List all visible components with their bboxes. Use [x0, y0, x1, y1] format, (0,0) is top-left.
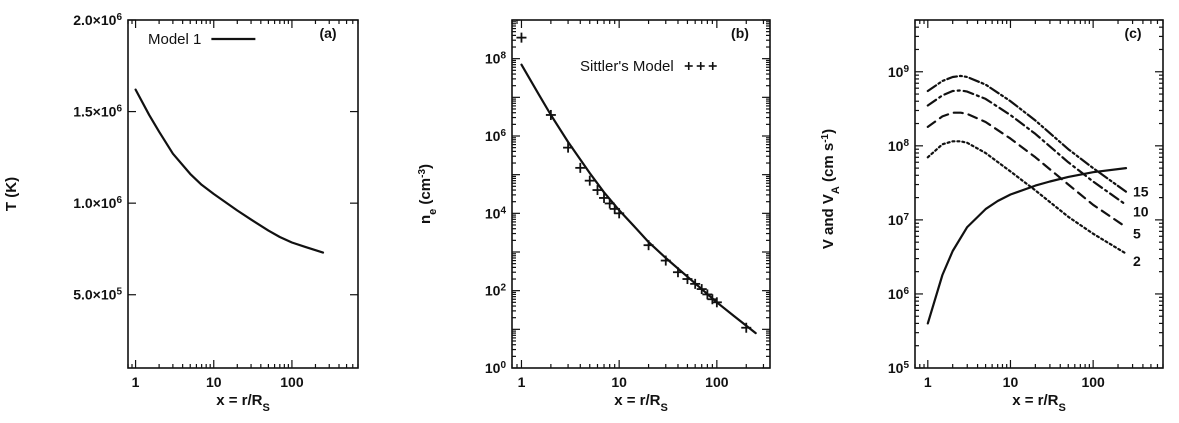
y-axis-label: ne (cm-3) [417, 164, 440, 224]
data-point-plus [690, 278, 701, 289]
data-point-plus [599, 192, 610, 203]
x-tick-label: 10 [206, 374, 222, 390]
data-point-plus [672, 267, 683, 278]
curve-label: 5 [1133, 226, 1141, 242]
y-tick-label: 5.0×105 [73, 286, 122, 303]
data-point-plus [696, 284, 707, 295]
plot-frame [914, 19, 1164, 369]
legend-marker-plus [696, 62, 705, 70]
data-point-plus [604, 198, 615, 209]
series-line-2 [926, 140, 1128, 255]
y-tick-label: 106 [888, 285, 910, 302]
y-tick-label: 105 [888, 360, 910, 377]
x-tick-label: 1 [132, 374, 140, 390]
series-group [926, 74, 1128, 325]
series-line-v [926, 167, 1128, 325]
data-point-plus [643, 240, 654, 251]
y-tick-label: 106 [485, 128, 507, 145]
panel-2: 1 10 100 100 102 104 106 108 x = r/RS ne (cm-3) (b… [417, 19, 771, 414]
y-tick-label: 104 [485, 205, 507, 222]
series-line-model-1 [134, 88, 325, 254]
plot-frame [511, 19, 771, 369]
data-point-plus [584, 175, 595, 186]
y-tick-label: 107 [888, 211, 910, 228]
data-point-plus [682, 274, 693, 285]
x-tick-label: 100 [1081, 374, 1105, 390]
x-axis-label: x = r/RS [614, 392, 668, 414]
y-tick-label: 108 [888, 137, 910, 154]
y-tick-label: 108 [485, 50, 507, 67]
series-group [134, 88, 325, 254]
y-axis-label: V and VA (cm s-1) [820, 129, 843, 249]
x-tick-label: 1 [924, 374, 932, 390]
data-point-plus [741, 322, 752, 333]
panel-label: (c) [1124, 25, 1141, 41]
legend-label: Sittler's Model [580, 58, 674, 75]
data-point-plus [711, 297, 722, 308]
x-tick-label: 10 [611, 374, 627, 390]
y-tick-label: 100 [485, 360, 507, 377]
panel-label: (b) [731, 25, 749, 41]
data-point-plus [702, 289, 713, 300]
series-line-model [520, 63, 757, 335]
series-group [516, 32, 757, 335]
x-tick-label: 100 [280, 374, 304, 390]
curve-label: 10 [1133, 203, 1149, 219]
curve-label: 15 [1133, 184, 1149, 200]
data-point-plus [575, 162, 586, 173]
y-tick-label: 1.5×106 [73, 103, 122, 120]
plot-frame [127, 19, 359, 369]
x-tick-label: 1 [518, 374, 526, 390]
curve-label: 2 [1133, 253, 1141, 269]
y-tick-label: 109 [888, 63, 910, 80]
legend-label: Model 1 [148, 31, 201, 48]
data-point-plus [592, 185, 603, 196]
data-point-plus [516, 32, 527, 43]
y-axis-label: T (K) [3, 177, 20, 211]
x-tick-label: 10 [1003, 374, 1019, 390]
legend-marker-plus [708, 62, 717, 70]
data-point-plus [660, 255, 671, 266]
data-point-plus [545, 109, 556, 120]
y-tick-label: 102 [485, 282, 507, 299]
x-tick-label: 100 [705, 374, 729, 390]
legend-marker-plus [684, 62, 693, 70]
data-point-plus [609, 203, 620, 214]
y-tick-label: 1.0×106 [73, 195, 122, 212]
y-tick-label: 2.0×106 [73, 12, 122, 29]
panel-1: 1 10 100 5.0×105 1.0×106 1.5×106 2.0×106 x = r/… [3, 12, 359, 414]
series-line-5 [926, 111, 1128, 229]
data-point-plus [563, 142, 574, 153]
x-axis-label: x = r/RS [1012, 392, 1066, 414]
data-point-plus [614, 208, 625, 219]
x-axis-label: x = r/RS [216, 392, 270, 414]
series-line-10 [926, 89, 1128, 206]
panel-label: (a) [319, 25, 336, 41]
series-line-15 [926, 74, 1128, 193]
